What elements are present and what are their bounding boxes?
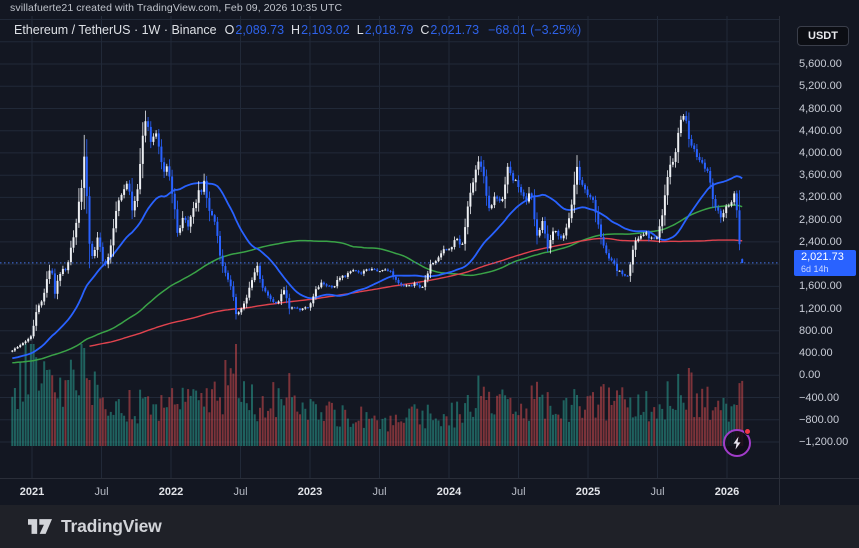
tradingview-logo-icon: [28, 519, 52, 534]
time-axis-label: Jul: [372, 486, 387, 498]
lightning-icon: [733, 436, 741, 450]
ma-line: [12, 204, 743, 364]
time-axis-label: Jul: [94, 486, 109, 498]
price-axis-label: −400.00: [799, 391, 840, 404]
ohlc-low: L 2,018.79: [356, 23, 414, 37]
time-axis-label: 2026: [714, 486, 740, 498]
symbol-title[interactable]: Ethereum / TetherUS · 1W · Binance: [14, 23, 217, 37]
scales-corner: [779, 478, 859, 505]
price-axis-label: 1,600.00: [799, 280, 842, 293]
ohlc-close: C 2,021.73: [420, 23, 480, 37]
price-axis-label: 0.00: [799, 369, 821, 382]
price-axis-label: 5,200.00: [799, 80, 842, 93]
volume-layer: [11, 344, 744, 446]
ma-line: [89, 237, 743, 347]
time-axis-label: 2021: [19, 486, 45, 498]
price-axis-label: 400.00: [799, 347, 833, 360]
time-axis-label: 2025: [575, 486, 601, 498]
flash-button[interactable]: [723, 428, 751, 457]
time-axis-label: 2022: [158, 486, 184, 498]
bar-countdown: 6d 14h: [801, 264, 829, 274]
change-value: −68.01 (−3.25%): [488, 23, 582, 37]
price-axis-label: −800.00: [799, 413, 840, 426]
chart-area: Ethereum / TetherUS · 1W · Binance O 2,08…: [0, 16, 859, 505]
ohlc-values: O 2,089.73 H 2,103.02 L 2,018.79 C 2,021.73 −68.…: [225, 23, 582, 37]
time-scale[interactable]: 2021 Jul 2022 Jul 2023 Jul 2024 Jul 2025 Jul 2026: [0, 478, 779, 505]
ohlc-open: O 2,089.73: [224, 23, 285, 37]
current-price-value: 2,021.73: [801, 251, 844, 263]
price-axis-label: 4,400.00: [799, 124, 842, 137]
price-axis-label: −1,200.00: [799, 436, 849, 448]
price-axis-label: 4,000.00: [799, 146, 842, 159]
price-axis-label: 4,800.00: [799, 102, 842, 115]
tradingview-wordmark: TradingView: [61, 516, 162, 536]
ma-line: [12, 175, 743, 360]
footer: TradingView: [0, 505, 859, 548]
price-chart-canvas[interactable]: [0, 16, 779, 478]
symbol-legend[interactable]: Ethereum / TetherUS · 1W · Binance O 2,08…: [14, 23, 581, 37]
time-axis-label: Jul: [650, 486, 665, 498]
ohlc-high: H 2,103.02: [291, 23, 350, 37]
price-axis-label: 2,400.00: [799, 235, 842, 248]
price-axis-label: 5,600.00: [799, 58, 842, 70]
price-scale[interactable]: USDT 2,021.73 6d 14h 5,600.00 5,200.00 4,8…: [779, 16, 859, 478]
price-axis-label: 3,200.00: [799, 191, 842, 204]
price-axis-label: 3,600.00: [799, 169, 842, 182]
notification-dot: [744, 428, 751, 435]
attribution-bar: svillafuerte21 created with TradingView.…: [0, 0, 859, 16]
candles-layer: [11, 110, 744, 353]
time-axis-label: Jul: [233, 486, 248, 498]
price-axis-label: 2,800.00: [799, 213, 842, 226]
price-axis-label: 1,200.00: [799, 302, 842, 315]
current-price-label: 2,021.73 6d 14h: [794, 250, 856, 276]
time-axis-label: 2023: [297, 486, 323, 498]
currency-toggle-button[interactable]: USDT: [797, 26, 849, 46]
time-axis-label: Jul: [511, 486, 526, 498]
attribution-text: svillafuerte21 created with TradingView.…: [10, 2, 343, 14]
time-axis-label: 2024: [436, 486, 462, 498]
price-axis-label: 800.00: [799, 324, 833, 337]
ma-layer: [12, 175, 743, 364]
